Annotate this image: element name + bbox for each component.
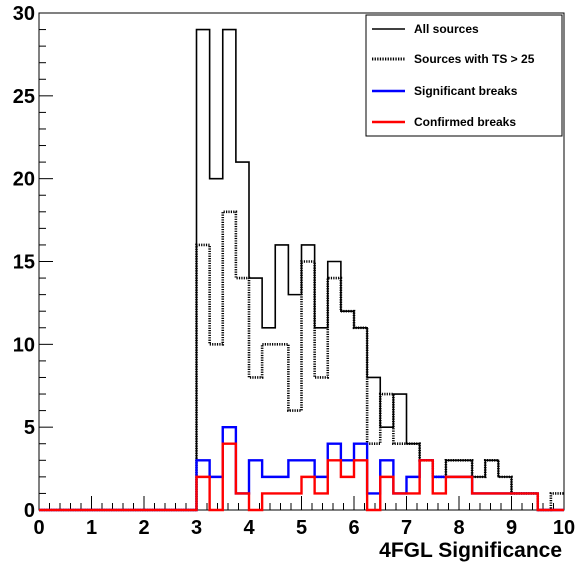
legend-entries: All sources Sources with TS > 25 Significa… bbox=[372, 22, 535, 129]
y-tick-label: 20 bbox=[13, 169, 35, 191]
x-tick-label: 1 bbox=[86, 517, 97, 539]
x-axis-title: 4FGL Significance bbox=[379, 539, 562, 562]
legend-label-2: Significant breaks bbox=[414, 84, 518, 98]
y-tick-label: 30 bbox=[13, 3, 35, 25]
legend: All sources Sources with TS > 25 Significa… bbox=[365, 14, 563, 137]
x-tick-label: 8 bbox=[453, 517, 464, 539]
x-tick-label: 3 bbox=[191, 517, 202, 539]
y-tick-label: 25 bbox=[13, 86, 35, 108]
legend-label-0: All sources bbox=[414, 22, 479, 36]
x-tick-label: 2 bbox=[138, 517, 149, 539]
y-tick-label: 15 bbox=[13, 252, 35, 274]
x-tick-label: 10 bbox=[553, 517, 575, 539]
legend-label-1: Sources with TS > 25 bbox=[414, 52, 535, 66]
x-tick-label: 5 bbox=[296, 517, 307, 539]
legend-label-3: Confirmed breaks bbox=[414, 115, 516, 129]
y-tick-label: 10 bbox=[13, 334, 35, 356]
y-tick-label: 5 bbox=[24, 417, 35, 439]
x-tick-label: 0 bbox=[33, 517, 44, 539]
y-axis: 0 5 10 15 20 25 30 bbox=[13, 3, 53, 522]
x-tick-label: 6 bbox=[348, 517, 359, 539]
x-tick-label: 7 bbox=[401, 517, 412, 539]
x-tick-label: 4 bbox=[243, 517, 255, 539]
y-tick-label: 0 bbox=[24, 500, 35, 522]
x-axis: 0 1 2 3 4 5 6 7 8 9 10 bbox=[33, 496, 575, 539]
series-line-3 bbox=[39, 442, 564, 512]
histogram-series bbox=[39, 28, 564, 512]
x-tick-label: 9 bbox=[506, 517, 517, 539]
legend-box bbox=[365, 14, 563, 137]
